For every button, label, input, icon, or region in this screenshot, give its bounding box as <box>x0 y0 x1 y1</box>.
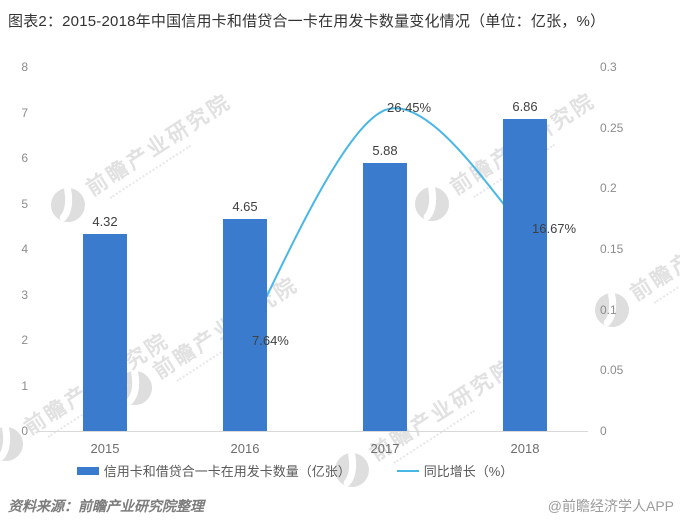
left-axis-tick-5: 5 <box>21 196 28 211</box>
left-axis-tick-8: 8 <box>21 60 28 74</box>
bar-label-2016: 4.65 <box>232 199 258 215</box>
left-axis-tick-0: 0 <box>21 424 28 438</box>
right-axis-tick-0.25: 0.25 <box>600 120 624 135</box>
x-axis-label-2016: 2016 <box>230 441 260 456</box>
right-axis-tick-0.1: 0.1 <box>600 302 617 317</box>
right-axis-tick-0: 0 <box>600 424 607 438</box>
source-note: 资料来源：前瞻产业研究院整理 <box>8 498 204 514</box>
legend-line-swatch-icon <box>396 469 419 472</box>
right-axis-tick-0.15: 0.15 <box>600 242 624 256</box>
left-axis-tick-2: 2 <box>21 333 28 347</box>
x-axis-label-2015: 2015 <box>90 441 120 456</box>
right-axis-tick-0.3: 0.3 <box>600 60 617 74</box>
legend-item-cards: 信用卡和借贷合一卡在用发卡数量（亿张） <box>76 461 351 480</box>
bar-label-2017: 5.88 <box>372 143 398 159</box>
bar-2016 <box>223 219 267 431</box>
left-axis-tick-7: 7 <box>21 105 28 120</box>
legend-item-growth: 同比增长（%） <box>396 461 514 480</box>
right-axis-tick-0.05: 0.05 <box>600 363 624 378</box>
legend: 信用卡和借贷合一卡在用发卡数量（亿张） 同比增长（%） <box>0 461 590 480</box>
legend-bar-swatch-icon <box>76 466 99 475</box>
x-axis-label-2017: 2017 <box>370 441 400 456</box>
line-label-2017: 26.45% <box>387 100 432 116</box>
line-label-2016: 7.64% <box>252 333 289 349</box>
bar-label-2015: 4.32 <box>92 214 118 230</box>
line-label-2018: 16.67% <box>532 220 577 236</box>
left-axis-tick-4: 4 <box>21 242 28 256</box>
legend-line-label: 同比增长（%） <box>423 464 514 479</box>
x-axis-label-2018: 2018 <box>510 441 540 456</box>
brand-note: @前瞻经济学人APP <box>547 498 674 514</box>
growth-rate-line <box>244 107 526 340</box>
left-axis-tick-6: 6 <box>21 151 28 165</box>
left-axis-tick-1: 1 <box>21 378 28 393</box>
bar-2018 <box>503 118 547 431</box>
bar-2015 <box>83 234 127 431</box>
right-axis-tick-0.2: 0.2 <box>600 181 617 196</box>
legend-bar-label: 信用卡和借贷合一卡在用发卡数量（亿张） <box>103 464 351 479</box>
chart-title: 图表2：2015-2018年中国信用卡和借贷合一卡在用发卡数量变化情况（单位：亿… <box>8 13 606 30</box>
left-axis-tick-3: 3 <box>21 287 28 302</box>
bar-label-2018: 6.86 <box>512 98 538 114</box>
bar-2017 <box>363 163 407 431</box>
